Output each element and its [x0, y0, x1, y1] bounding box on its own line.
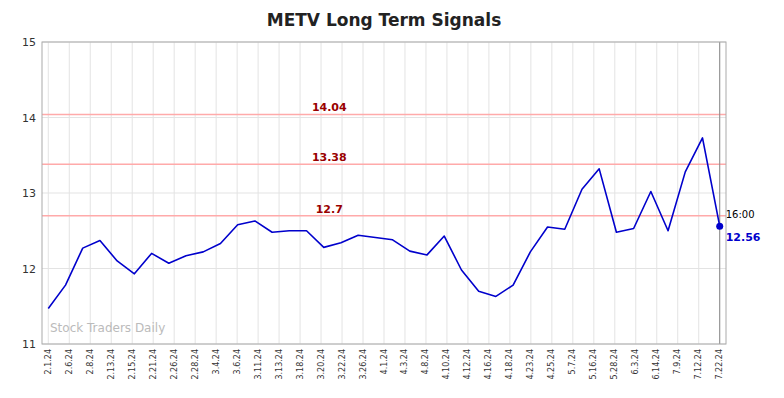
x-tick-label: 3.6.24	[233, 349, 242, 374]
x-tick-label: 4.18.24	[505, 349, 514, 380]
x-tick-label: 4.16.24	[484, 349, 493, 380]
x-tick-label: 5.16.24	[589, 349, 598, 380]
title: METV Long Term Signals	[267, 10, 502, 30]
x-tick-label: 7.22.24	[715, 349, 724, 380]
grid-line-x	[719, 42, 720, 344]
x-tick-label: 2.13.24	[107, 349, 116, 380]
x-tick-label: 4.8.24	[421, 349, 430, 374]
x-tick-label: 3.26.24	[359, 349, 368, 380]
x-tick-label: 2.1.24	[44, 349, 53, 374]
reference-label: 12.7	[316, 203, 343, 216]
x-tick-label: 3.4.24	[212, 349, 221, 374]
x-tick-label: 3.11.24	[254, 349, 263, 380]
y-tick-label: 14	[22, 112, 36, 125]
x-tick-label: 2.26.24	[170, 349, 179, 380]
y-tick-label: 13	[22, 187, 36, 200]
plot-area	[48, 138, 723, 309]
x-tick-label: 7.12.24	[694, 349, 703, 380]
price-line	[48, 138, 719, 309]
x-tick-label: 2.28.24	[191, 349, 200, 380]
reference-lines	[42, 114, 726, 215]
y-tick-label: 11	[22, 338, 36, 351]
x-tick-label: 5.28.24	[610, 349, 619, 380]
x-tick-label: 3.18.24	[296, 349, 305, 380]
reference-label: 14.04	[312, 101, 347, 114]
last-price-label: 12.56	[726, 231, 761, 244]
x-tick-label: 4.10.24	[442, 349, 451, 380]
plot-frame	[42, 42, 726, 344]
x-tick-label: 3.13.24	[275, 349, 284, 380]
last-time-label: 16:00	[726, 209, 755, 220]
x-tick-label: 6.14.24	[652, 349, 661, 380]
x-tick-label: 7.9.24	[673, 349, 682, 374]
grid-line-y	[42, 193, 726, 194]
x-tick-label: 2.15.24	[128, 349, 137, 380]
chart: METV Long Term Signals Stock Traders Dail…	[0, 0, 784, 398]
x-tick-label: 2.21.24	[149, 349, 158, 380]
watermark: Stock Traders Daily	[50, 321, 165, 335]
x-tick-label: 5.7.24	[568, 349, 577, 374]
grid	[42, 42, 726, 344]
grid-line-y	[42, 268, 726, 269]
x-tick-label: 6.3.24	[631, 349, 640, 374]
x-tick-label: 4.1.24	[380, 349, 389, 374]
x-tick-label: 2.8.24	[86, 349, 95, 374]
grid-line-y	[42, 117, 726, 118]
reference-line	[42, 164, 726, 166]
x-tick-label: 4.25.24	[547, 349, 556, 380]
x-tick-label: 2.6.24	[65, 349, 74, 374]
x-tick-label: 4.3.24	[400, 349, 409, 374]
x-tick-label: 3.22.24	[338, 349, 347, 380]
x-tick-label: 4.12.24	[463, 349, 472, 380]
reference-line	[42, 215, 726, 217]
last-point-line	[719, 42, 720, 344]
y-tick-label: 12	[22, 263, 36, 276]
reference-line	[42, 114, 726, 116]
x-tick-label: 3.20.24	[317, 349, 326, 380]
x-tick-label: 4.23.24	[526, 349, 535, 380]
y-tick-label: 15	[22, 36, 36, 49]
last-point	[716, 223, 723, 230]
reference-label: 13.38	[312, 151, 347, 164]
